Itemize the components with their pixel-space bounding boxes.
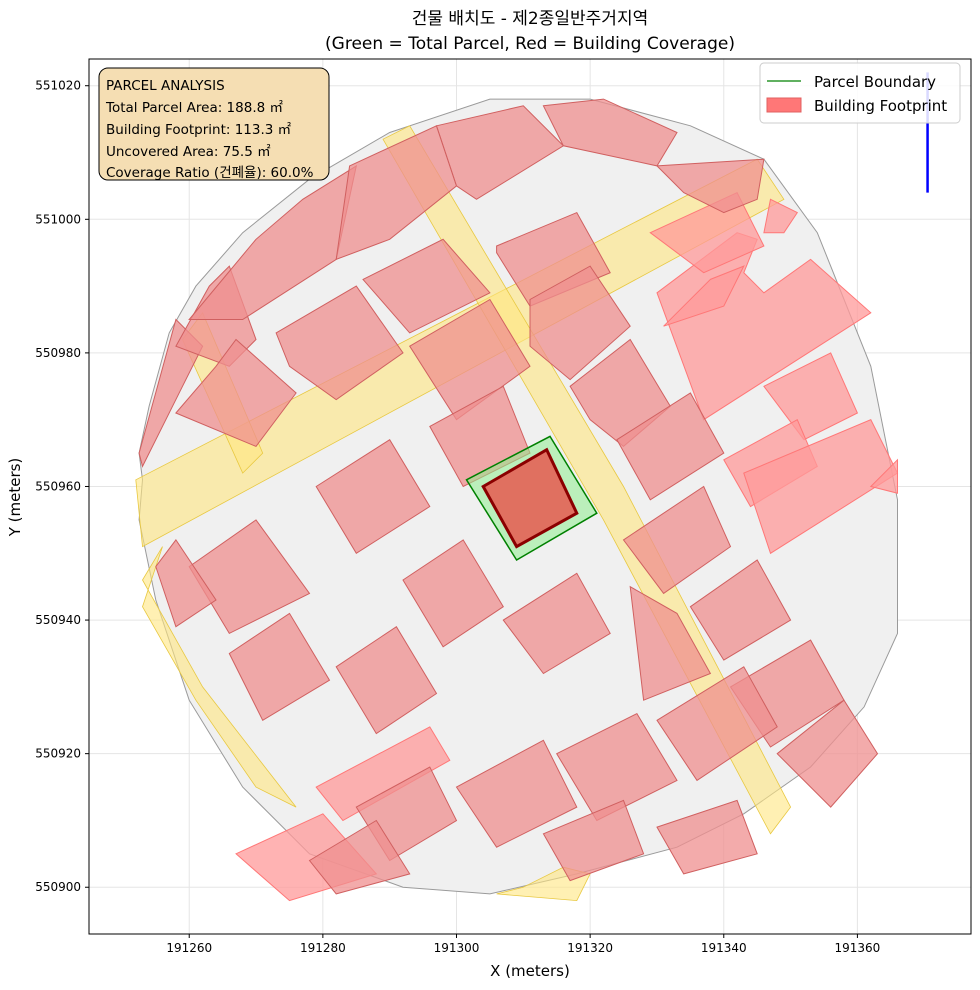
legend-building-label: Building Footprint (814, 97, 947, 115)
context-building-31 (542, 799, 645, 882)
context-building-19 (335, 625, 438, 735)
context-building-29 (555, 712, 678, 822)
context-building-34 (308, 819, 411, 895)
legend-building-swatch (766, 97, 802, 113)
analysis-total-area: Total Parcel Area: 188.8 ㎡ (105, 100, 283, 116)
legend-parcel-label: Parcel Boundary (814, 73, 936, 91)
x-tick-label-5: 191360 (835, 941, 881, 955)
y-tick-label-6: 551020 (35, 79, 81, 93)
context-building-28 (656, 666, 778, 782)
context-building-24 (629, 585, 712, 701)
y-tick-label-0: 550900 (35, 880, 81, 894)
y-tick-label-5: 551000 (35, 212, 81, 226)
context-building-27 (776, 699, 879, 808)
context-building-17 (155, 539, 217, 628)
x-tick-label-0: 191260 (166, 941, 212, 955)
context-building-4 (435, 105, 565, 200)
legend-frame (759, 62, 961, 124)
y-tick-label-3: 550960 (35, 479, 81, 493)
analysis-box-background (98, 67, 330, 181)
x-axis-label: X (meters) (490, 962, 570, 980)
context-building-6 (655, 158, 765, 214)
context-building-22 (616, 392, 725, 501)
chart-title-line1: 건물 배치도 - 제2종일반주거지역 (412, 9, 648, 29)
legend: Parcel Boundary Building Footprint (759, 62, 961, 124)
chart-title-line2: (Green = Total Parcel, Red = Building Co… (325, 34, 735, 54)
context-building-far-7 (869, 458, 898, 494)
context-building-9 (275, 285, 404, 401)
context-building-30 (455, 739, 578, 848)
x-tick-label-1: 191280 (300, 941, 346, 955)
context-building-5 (542, 98, 678, 167)
context-building-25 (689, 559, 792, 661)
context-building-far-2 (649, 191, 765, 274)
y-axis-label: Y (meters) (6, 458, 24, 538)
context-building-far-9 (315, 726, 451, 822)
x-tick-label-4: 191340 (701, 941, 747, 955)
x-tick-label-3: 191320 (567, 941, 613, 955)
analysis-uncovered-area: Uncovered Area: 75.5 ㎡ (106, 144, 271, 160)
context-building-20 (402, 539, 504, 648)
context-building-15 (315, 439, 431, 554)
y-tick-label-2: 550940 (35, 613, 81, 627)
context-building-8 (362, 238, 491, 334)
plot-frame (88, 58, 972, 935)
y-tick-label-4: 550980 (35, 346, 81, 360)
context-building-far-1 (663, 265, 745, 327)
analysis-coverage-ratio: Coverage Ratio (건폐율): 60.0% (106, 165, 314, 181)
target-building-footprint (481, 447, 579, 549)
plot-area (89, 59, 971, 934)
context-building-32 (656, 799, 758, 875)
context-building-far-3 (763, 198, 799, 234)
analysis-box: PARCEL ANALYSIS Total Parcel Area: 188.8… (98, 67, 330, 181)
context-building-far-4 (763, 352, 859, 441)
axes-ticks: 191260 191280 191300 191320 191340 191360 5509… (35, 79, 880, 955)
context-building-3 (335, 125, 458, 261)
context-building-23 (622, 485, 732, 595)
context-building-16 (188, 519, 311, 635)
y-tick-label-1: 550920 (35, 747, 81, 761)
context-building-21 (502, 572, 611, 675)
context-building-12 (529, 265, 631, 381)
x-tick-label-2: 191300 (434, 941, 480, 955)
context-building-18 (228, 612, 331, 722)
analysis-building-footprint: Building Footprint: 113.3 ㎡ (106, 122, 292, 138)
context-building-11 (408, 298, 531, 421)
context-building-10 (175, 338, 297, 448)
analysis-title: PARCEL ANALYSIS (106, 78, 225, 94)
road-2 (142, 546, 297, 808)
